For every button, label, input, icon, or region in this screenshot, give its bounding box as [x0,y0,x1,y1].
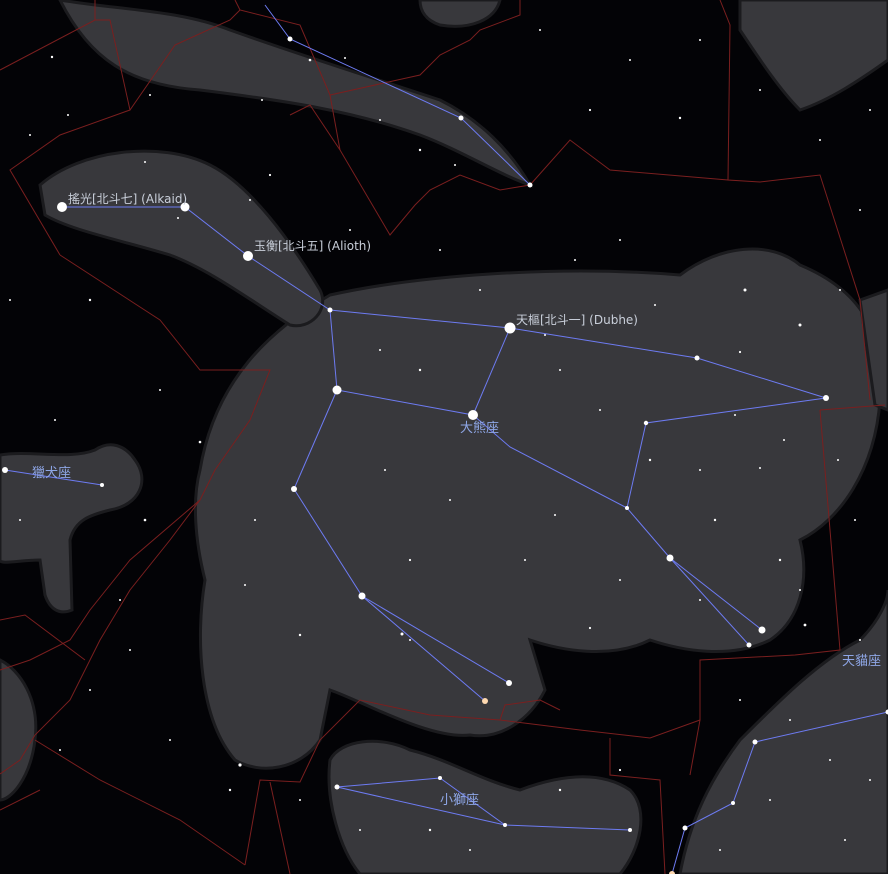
star-lynx-d [682,825,688,831]
bright-stars [2,36,888,874]
star-lynx-b [752,739,758,745]
leo-minor-figure [327,739,643,874]
star-lynx-c [731,801,735,805]
label-canes-venatici[interactable]: 獵犬座 [32,466,72,481]
label-ursa-major[interactable]: 大熊座 [460,421,500,436]
star-mizar [180,202,190,212]
star-ursa-a [643,420,649,426]
top-right-figure [738,0,888,112]
star-nu [506,680,512,686]
star-psi [358,592,366,600]
canes-venatici-figure [0,443,144,614]
star-megrez [327,307,333,313]
star-top-a [287,36,293,42]
star-iota [746,642,752,648]
left-bottom-figure [0,658,38,802]
star-lynx-a [885,709,888,715]
star-phecda [332,385,342,395]
label-leo-minor[interactable]: 小獅座 [440,793,480,808]
label-alioth[interactable]: 玉衡[北斗五] (Alioth) [254,239,372,253]
star-merak [468,410,478,420]
star-leo-minor-a [334,784,340,790]
star-chi [291,486,297,492]
star-alioth [243,251,253,261]
label-dubhe[interactable]: 天樞[北斗一] (Dubhe) [516,313,638,327]
star-muscida [823,395,829,401]
star-top-c [527,182,533,188]
star-ursa-b [625,506,629,510]
label-lynx[interactable]: 天貓座 [842,654,882,669]
star-lynx-e [669,871,675,874]
background-stars [9,29,871,851]
star-muscida-area [694,355,700,361]
lynx-ear-figure [858,288,888,412]
star-alkaid [57,202,67,212]
top-center-figure [418,0,502,28]
star-xi [482,698,488,704]
star-talitha [666,554,674,562]
star-leo-minor-d [628,828,632,832]
star-cor-caroli [2,467,8,473]
label-alkaid[interactable]: 搖光[北斗七] (Alkaid) [68,192,188,206]
ursa-major-figure [193,247,883,770]
star-kappa [758,626,766,634]
ursa-major-tail [38,149,325,328]
star-dubhe [504,322,516,334]
star-top-b [458,115,464,121]
star-leo-minor-b [438,776,442,780]
star-leo-minor-c [503,823,507,827]
star-chara [100,483,104,487]
